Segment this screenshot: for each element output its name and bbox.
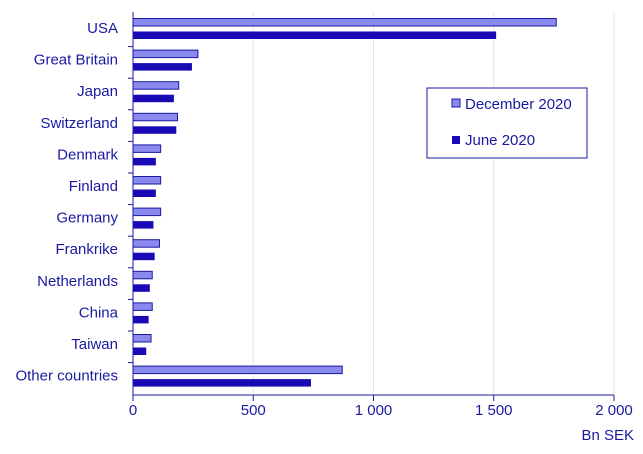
x-axis: 0 500 1 000 1 500 2 000 <box>128 12 633 419</box>
legend: December 2020 June 2020 <box>426 87 588 159</box>
category-label-other-countries: Other countries <box>15 368 118 385</box>
category-label-denmark: Denmark <box>57 146 118 163</box>
legend-label-december-2020: December 2020 <box>465 96 572 113</box>
legend-swatch-december-2020 <box>451 98 461 108</box>
bar-december-2020-finland <box>132 176 162 185</box>
bar-june-2020-germany <box>133 221 154 229</box>
bar-june-2020-denmark <box>133 157 156 166</box>
category-label-finland: Finland <box>69 178 118 195</box>
category-label-usa: USA <box>87 20 118 37</box>
bar-june-2020-finland <box>133 189 156 197</box>
bar-june-2020-switzerland <box>133 126 177 134</box>
category-label-netherlands: Netherlands <box>37 273 118 290</box>
bar-june-2020-usa <box>133 31 497 39</box>
bar-june-2020-netherlands <box>133 284 150 292</box>
bar-june-2020-taiwan <box>133 347 147 355</box>
category-label-japan: Japan <box>77 83 118 100</box>
category-label-great-britain: Great Britain <box>34 52 118 69</box>
bar-december-2020-great-britain <box>132 49 199 59</box>
category-label-germany: Germany <box>56 210 118 227</box>
x-tick-label: 2 000 <box>595 402 633 419</box>
bar-december-2020-denmark <box>132 144 162 153</box>
bar-june-2020-great-britain <box>133 63 192 71</box>
gridlines <box>252 12 615 395</box>
x-tick-label: 1 000 <box>355 402 393 419</box>
bar-december-2020-netherlands <box>132 270 153 280</box>
bar-june-2020-japan <box>133 94 174 103</box>
bar-june-2020-frankrike <box>133 252 155 261</box>
legend-swatch-june-2020 <box>452 136 460 144</box>
bar-december-2020-germany <box>132 207 162 217</box>
legend-label-june-2020: June 2020 <box>465 132 535 149</box>
bar-december-2020-japan <box>132 81 180 90</box>
bars <box>132 18 557 387</box>
bar-june-2020-other-countries <box>133 379 311 387</box>
bar-december-2020-switzerland <box>132 112 178 122</box>
bar-december-2020-frankrike <box>132 239 160 248</box>
x-tick-label: 500 <box>241 402 266 419</box>
category-label-frankrike: Frankrike <box>55 241 118 258</box>
category-label-taiwan: Taiwan <box>71 336 118 353</box>
bar-december-2020-taiwan <box>132 334 152 343</box>
legend-box <box>426 87 588 159</box>
category-label-china: China <box>79 304 119 321</box>
category-labels: USA Great Britain Japan Switzerland Denmark F… <box>15 20 118 385</box>
x-axis-title: Bn SEK <box>581 427 634 444</box>
bar-december-2020-other-countries <box>132 365 343 375</box>
x-tick-label: 1 500 <box>475 402 513 419</box>
bar-december-2020-china <box>132 302 153 311</box>
bar-december-2020-usa <box>132 18 557 27</box>
category-label-switzerland: Switzerland <box>40 115 118 132</box>
bar-june-2020-china <box>133 315 149 324</box>
x-tick-label: 0 <box>129 402 137 419</box>
